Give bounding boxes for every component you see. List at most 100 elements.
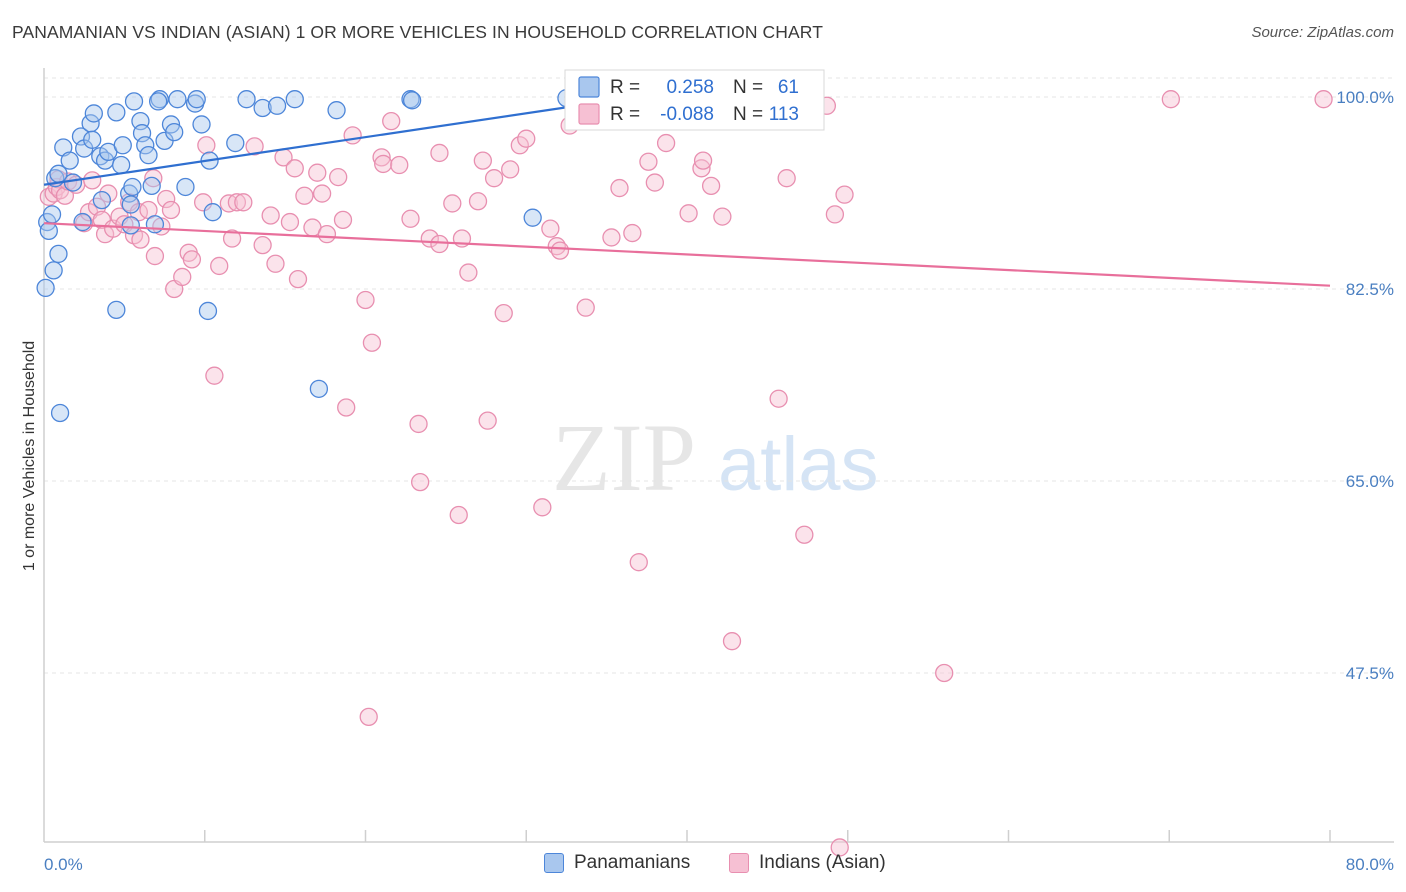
- legend-label-indians-asian: Indians (Asian): [759, 852, 886, 873]
- data-point: [473, 151, 492, 170]
- data-point: [39, 221, 58, 241]
- legend-swatch-blue: [544, 853, 564, 873]
- data-point: [693, 151, 713, 170]
- data-point: [372, 148, 391, 167]
- trend-line-panamanians: [43, 100, 607, 186]
- data-point: [42, 205, 62, 224]
- data-point: [623, 223, 642, 243]
- data-point: [317, 224, 337, 244]
- y-tick-label: 47.5%: [1346, 664, 1394, 683]
- data-point: [123, 177, 142, 197]
- legend-item-panamanians[interactable]: Panamanians: [544, 852, 690, 874]
- data-point: [197, 136, 216, 155]
- data-point: [226, 133, 245, 153]
- data-point: [144, 169, 163, 188]
- data-point: [722, 632, 742, 651]
- data-point: [550, 241, 570, 260]
- data-point: [112, 155, 131, 175]
- data-point: [309, 379, 329, 398]
- data-point: [285, 159, 304, 178]
- data-point: [374, 154, 393, 174]
- data-point: [769, 389, 788, 408]
- data-point: [161, 200, 181, 220]
- data-point: [478, 411, 497, 430]
- data-point: [261, 206, 280, 225]
- y-axis-label: 1 or more Vehicles in Household: [21, 341, 38, 571]
- data-point: [203, 203, 222, 222]
- data-point: [173, 267, 192, 287]
- y-tick-label: 82.5%: [1346, 280, 1394, 299]
- data-point: [517, 129, 536, 148]
- data-point: [121, 195, 140, 214]
- y-tick-labels: 100.0% 82.5% 65.0% 47.5%: [1336, 88, 1394, 683]
- data-point: [656, 133, 676, 153]
- data-point: [50, 403, 70, 423]
- data-point: [113, 136, 132, 155]
- data-point: [610, 178, 629, 198]
- data-point: [510, 136, 529, 155]
- data-point: [501, 160, 520, 179]
- data-point: [63, 173, 83, 192]
- data-point: [198, 301, 218, 321]
- stats-legend: R = 0.258 N = 61 R = -0.088 N = 113: [564, 69, 825, 131]
- data-point: [192, 115, 211, 134]
- data-point: [145, 215, 165, 234]
- y-tick-label: 65.0%: [1346, 472, 1394, 491]
- data-point: [356, 290, 375, 310]
- data-point: [227, 193, 247, 212]
- trend-line-indians-asian: [43, 222, 1331, 287]
- stats-pink-n-value: 113: [769, 104, 799, 125]
- data-point: [830, 838, 849, 857]
- data-point: [825, 205, 845, 224]
- data-point: [168, 90, 187, 109]
- data-point: [359, 707, 378, 727]
- data-point: [142, 176, 161, 196]
- data-point: [337, 398, 356, 417]
- stats-pink-swatch: [578, 103, 600, 125]
- data-point: [362, 333, 382, 352]
- data-point: [222, 229, 242, 248]
- data-point: [266, 254, 285, 273]
- data-point: [602, 228, 621, 247]
- data-point: [92, 190, 112, 210]
- trend-lines: [43, 100, 1331, 287]
- data-point: [327, 101, 346, 120]
- x-tick-label-max: 80.0%: [1346, 855, 1394, 874]
- data-point: [253, 98, 272, 118]
- data-point: [484, 169, 504, 188]
- y-tick-label: 100.0%: [1336, 88, 1394, 107]
- data-point: [701, 176, 721, 196]
- data-point: [288, 269, 308, 289]
- data-point: [795, 525, 814, 544]
- data-point: [145, 246, 165, 266]
- stats-blue-r-label: R =: [610, 77, 640, 98]
- stats-pink-r-value: -0.088: [660, 104, 714, 125]
- data-point: [468, 192, 488, 211]
- data-point: [443, 194, 462, 213]
- legend-item-indians-asian[interactable]: Indians (Asian): [729, 852, 886, 874]
- watermark-atlas: atlas: [718, 422, 879, 507]
- stats-blue-r-value: 0.258: [666, 77, 714, 98]
- data-point: [148, 92, 168, 111]
- data-point: [36, 278, 55, 298]
- stats-pink-r-label: R =: [610, 104, 640, 125]
- data-point: [459, 263, 478, 282]
- watermark: ZIP atlas: [552, 404, 879, 511]
- data-point: [280, 212, 300, 232]
- data-point: [639, 152, 658, 171]
- data-point: [308, 163, 327, 182]
- data-point: [107, 300, 126, 319]
- data-point: [409, 414, 428, 434]
- data-point: [99, 184, 118, 203]
- data-point: [835, 185, 854, 204]
- data-point: [1314, 90, 1333, 109]
- data-point: [494, 303, 513, 323]
- data-point: [193, 193, 213, 212]
- data-point: [176, 177, 195, 197]
- gridlines: [44, 77, 1394, 674]
- data-point: [343, 126, 362, 145]
- stats-blue-n-label: N =: [733, 77, 763, 98]
- data-point: [107, 103, 126, 122]
- data-point: [382, 111, 401, 131]
- data-point: [165, 122, 184, 142]
